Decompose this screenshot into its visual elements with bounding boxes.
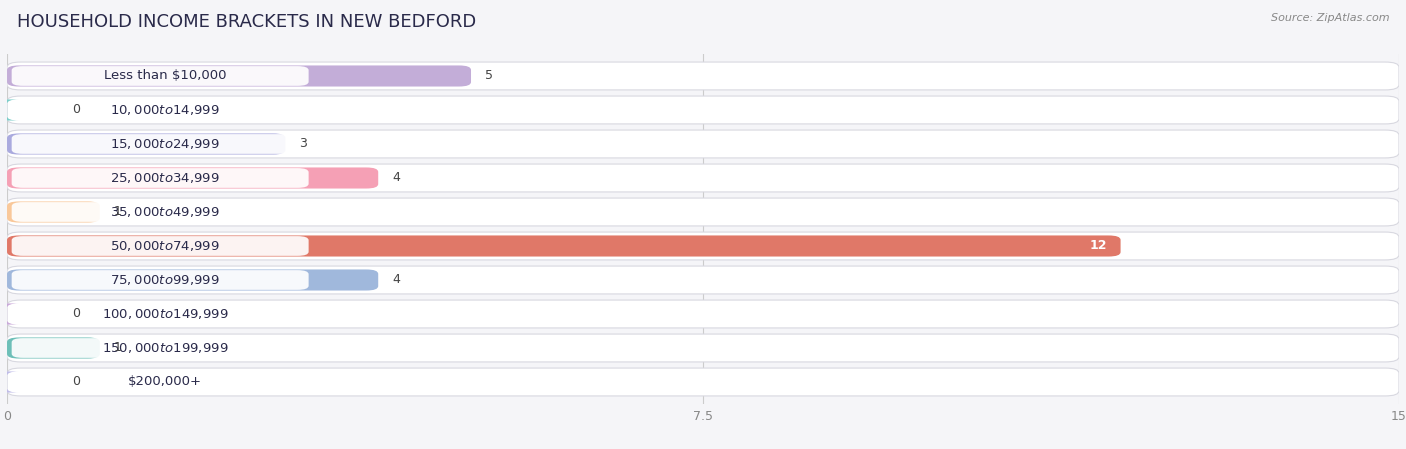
Text: 1: 1 (114, 206, 122, 219)
FancyBboxPatch shape (11, 100, 308, 120)
FancyBboxPatch shape (7, 96, 1399, 124)
FancyBboxPatch shape (7, 235, 1121, 256)
Text: 5: 5 (485, 70, 494, 83)
FancyBboxPatch shape (7, 66, 471, 87)
FancyBboxPatch shape (11, 66, 308, 86)
FancyBboxPatch shape (7, 167, 378, 189)
Text: $100,000 to $149,999: $100,000 to $149,999 (101, 307, 228, 321)
Text: 12: 12 (1090, 239, 1107, 252)
FancyBboxPatch shape (11, 168, 308, 188)
FancyBboxPatch shape (7, 334, 1399, 362)
FancyBboxPatch shape (0, 304, 20, 325)
Text: $50,000 to $74,999: $50,000 to $74,999 (110, 239, 219, 253)
FancyBboxPatch shape (7, 133, 285, 154)
Text: 3: 3 (299, 137, 308, 150)
Text: 0: 0 (72, 103, 80, 116)
FancyBboxPatch shape (7, 368, 1399, 396)
Text: HOUSEHOLD INCOME BRACKETS IN NEW BEDFORD: HOUSEHOLD INCOME BRACKETS IN NEW BEDFORD (17, 13, 477, 31)
Text: $35,000 to $49,999: $35,000 to $49,999 (110, 205, 219, 219)
Text: $10,000 to $14,999: $10,000 to $14,999 (110, 103, 219, 117)
FancyBboxPatch shape (7, 266, 1399, 294)
Text: 0: 0 (72, 375, 80, 388)
FancyBboxPatch shape (11, 372, 308, 392)
FancyBboxPatch shape (7, 164, 1399, 192)
Text: $25,000 to $34,999: $25,000 to $34,999 (110, 171, 219, 185)
Text: Less than $10,000: Less than $10,000 (104, 70, 226, 83)
FancyBboxPatch shape (7, 338, 100, 359)
FancyBboxPatch shape (11, 304, 308, 324)
FancyBboxPatch shape (0, 99, 20, 120)
Text: 4: 4 (392, 273, 401, 286)
Text: 1: 1 (114, 342, 122, 355)
FancyBboxPatch shape (11, 236, 308, 256)
FancyBboxPatch shape (11, 270, 308, 290)
FancyBboxPatch shape (7, 198, 1399, 226)
Text: Source: ZipAtlas.com: Source: ZipAtlas.com (1271, 13, 1389, 23)
FancyBboxPatch shape (11, 202, 308, 222)
FancyBboxPatch shape (7, 202, 100, 223)
Text: $15,000 to $24,999: $15,000 to $24,999 (110, 137, 219, 151)
FancyBboxPatch shape (7, 269, 378, 291)
Text: $150,000 to $199,999: $150,000 to $199,999 (101, 341, 228, 355)
Text: 4: 4 (392, 172, 401, 185)
Text: 0: 0 (72, 308, 80, 321)
FancyBboxPatch shape (7, 232, 1399, 260)
FancyBboxPatch shape (0, 371, 20, 392)
FancyBboxPatch shape (7, 130, 1399, 158)
Text: $75,000 to $99,999: $75,000 to $99,999 (110, 273, 219, 287)
Text: $200,000+: $200,000+ (128, 375, 202, 388)
FancyBboxPatch shape (7, 300, 1399, 328)
FancyBboxPatch shape (11, 338, 308, 358)
FancyBboxPatch shape (7, 62, 1399, 90)
FancyBboxPatch shape (11, 134, 308, 154)
